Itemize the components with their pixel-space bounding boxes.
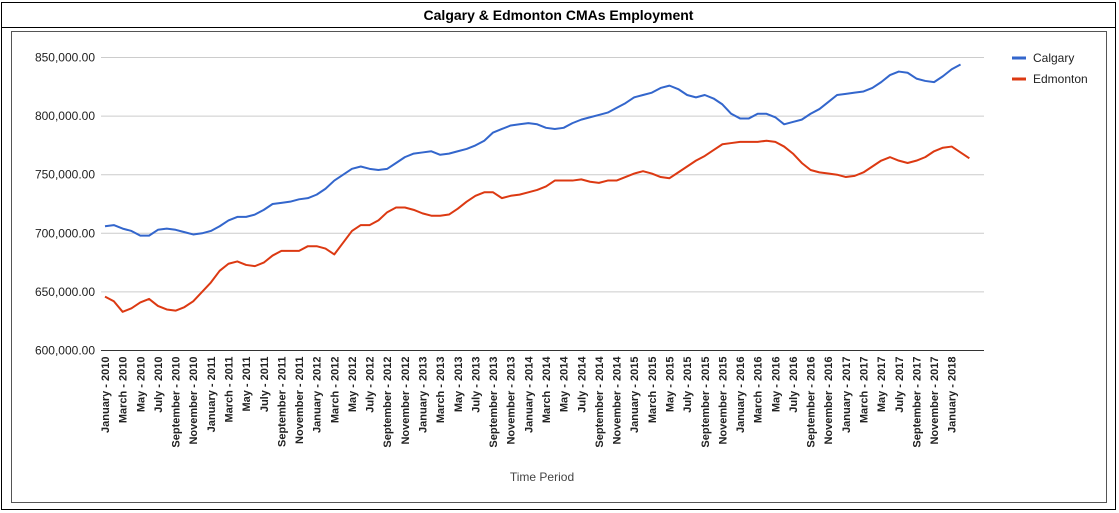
x-tick-label: January - 2016 (735, 357, 747, 433)
x-tick-label: January - 2018 (947, 357, 959, 433)
legend: Calgary Edmonton (1012, 51, 1088, 86)
x-axis-label: Time Period (510, 470, 574, 484)
grid-lines (101, 57, 984, 351)
y-tick-label: 750,000.00 (35, 168, 95, 182)
x-tick-label: January - 2015 (629, 357, 641, 433)
legend-label-calgary: Calgary (1033, 51, 1074, 65)
y-tick-label: 600,000.00 (35, 344, 95, 358)
x-tick-label: November - 2014 (612, 356, 624, 445)
y-tick-label: 650,000.00 (35, 285, 95, 299)
x-tick-label: May - 2012 (347, 357, 359, 413)
series-line-edmonton (104, 139, 970, 313)
x-tick-label: July - 2016 (788, 357, 800, 413)
x-tick-label: November - 2010 (188, 357, 200, 445)
x-tick-label: September - 2013 (488, 357, 500, 448)
x-tick-label: May - 2013 (453, 357, 465, 413)
chart-title: Calgary & Edmonton CMAs Employment (2, 3, 1115, 28)
x-tick-label: July - 2014 (576, 356, 588, 413)
x-tick-label: January - 2012 (312, 357, 324, 433)
x-tick-label: March - 2011 (223, 357, 235, 423)
y-axis: 600,000.00 650,000.00 700,000.00 750,000.00… (35, 51, 95, 358)
series-line-calgary (104, 63, 962, 237)
x-tick-label: January - 2013 (418, 357, 430, 433)
x-tick-label: January - 2014 (523, 356, 535, 433)
x-tick-label: July - 2013 (470, 357, 482, 413)
x-tick-label: July - 2017 (894, 357, 906, 413)
x-tick-label: March - 2012 (329, 357, 341, 424)
x-tick-label: March - 2015 (647, 357, 659, 424)
x-tick-label: March - 2017 (859, 357, 871, 424)
x-tick-label: January - 2011 (206, 357, 218, 433)
y-tick-label: 800,000.00 (35, 109, 95, 123)
x-tick-label: September - 2016 (806, 357, 818, 448)
plot-frame (11, 31, 1107, 503)
x-tick-label: January - 2017 (841, 357, 853, 433)
x-tick-label: September - 2014 (594, 356, 606, 448)
x-tick-label: July - 2011 (259, 357, 271, 413)
series-lines (104, 63, 970, 313)
x-tick-label: September - 2017 (911, 357, 923, 448)
x-tick-label: March - 2013 (435, 357, 447, 424)
x-tick-label: November - 2017 (929, 357, 941, 445)
x-tick-label: November - 2011 (294, 357, 306, 444)
x-tick-label: November - 2015 (717, 357, 729, 445)
x-tick-label: May - 2011 (241, 357, 253, 412)
x-tick-label: May - 2014 (559, 356, 571, 413)
x-tick-label: March - 2014 (541, 356, 553, 424)
x-tick-label: November - 2012 (400, 357, 412, 445)
x-tick-label: November - 2013 (506, 357, 518, 445)
x-tick-label: May - 2016 (770, 357, 782, 413)
x-axis: January - 2010 March - 2010 May - 2010 July… (100, 356, 959, 448)
x-tick-label: September - 2011 (276, 357, 288, 448)
x-tick-label: July - 2012 (365, 357, 377, 413)
x-tick-label: March - 2016 (753, 357, 765, 424)
x-tick-label: September - 2015 (700, 357, 712, 448)
x-tick-label: May - 2010 (135, 357, 147, 413)
x-tick-label: March - 2010 (118, 357, 130, 424)
x-tick-label: September - 2010 (171, 357, 183, 448)
y-tick-label: 700,000.00 (35, 226, 95, 240)
x-tick-label: November - 2016 (823, 357, 835, 445)
x-tick-label: January - 2010 (100, 357, 112, 433)
x-tick-label: May - 2017 (876, 357, 888, 413)
x-tick-label: July - 2010 (153, 357, 165, 413)
legend-label-edmonton: Edmonton (1033, 72, 1088, 86)
y-tick-label: 850,000.00 (35, 51, 95, 65)
x-tick-label: July - 2015 (682, 357, 694, 413)
x-tick-label: May - 2015 (664, 357, 676, 413)
x-tick-label: September - 2012 (382, 357, 394, 448)
